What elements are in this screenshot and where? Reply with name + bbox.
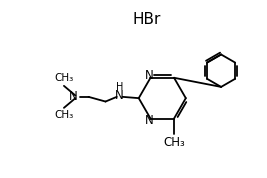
Text: H: H bbox=[116, 82, 123, 92]
Text: N: N bbox=[145, 69, 154, 82]
Text: N: N bbox=[145, 114, 154, 127]
Text: CH₃: CH₃ bbox=[55, 110, 74, 121]
Text: N: N bbox=[115, 89, 124, 102]
Text: HBr: HBr bbox=[132, 12, 161, 27]
Text: N: N bbox=[69, 90, 78, 103]
Text: CH₃: CH₃ bbox=[163, 136, 185, 149]
Text: CH₃: CH₃ bbox=[55, 73, 74, 83]
